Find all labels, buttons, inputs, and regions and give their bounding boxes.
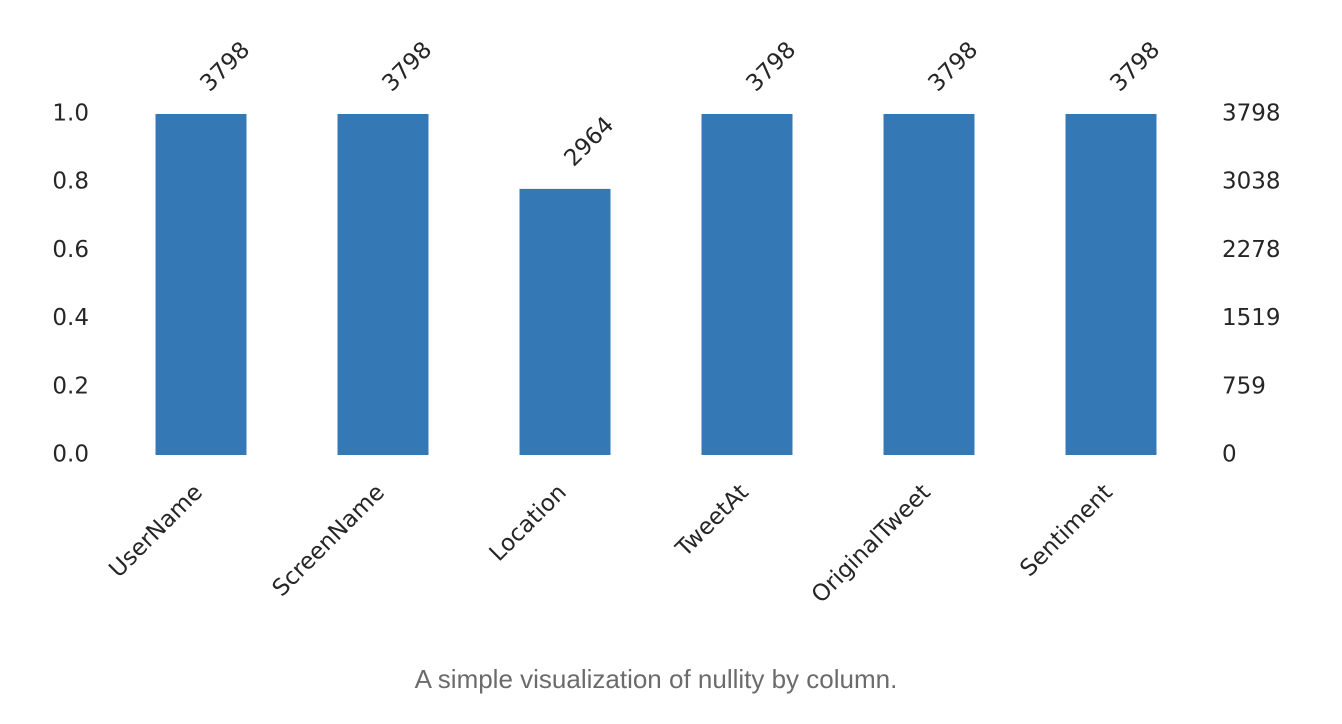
left-tick-label: 0.2	[52, 373, 89, 399]
count-label-OriginalTweet: 3798	[923, 37, 983, 97]
category-label-Location: Location	[485, 479, 572, 566]
right-tick-label: 759	[1222, 373, 1266, 399]
left-tick-label: 0.4	[52, 305, 89, 331]
bar-TweetAt	[701, 114, 793, 455]
category-label-TweetAt: TweetAt	[671, 479, 754, 562]
left-tick-label: 0.6	[52, 237, 89, 263]
bar-OriginalTweet	[883, 114, 975, 455]
count-label-UserName: 3798	[195, 37, 255, 97]
bar-Sentiment	[1065, 114, 1157, 455]
count-label-Location: 2964	[559, 112, 619, 172]
left-tick-label: 1.0	[52, 101, 89, 127]
category-labels: UserName ScreenName Location TweetAt Origina…	[104, 479, 1117, 608]
category-label-ScreenName: ScreenName	[268, 479, 390, 601]
chart-caption: A simple visualization of nullity by col…	[414, 664, 898, 694]
right-tick-label: 3038	[1222, 169, 1281, 195]
category-label-Sentiment: Sentiment	[1015, 479, 1117, 581]
bar-ScreenName	[337, 114, 429, 455]
right-tick-label: 3798	[1222, 101, 1281, 127]
bar-UserName	[155, 114, 247, 455]
count-label-ScreenName: 3798	[377, 37, 437, 97]
bar-Location	[519, 188, 611, 455]
nullity-bar-chart: 0.00.20.40.60.81.0 07591519227830383798 …	[52, 37, 1281, 608]
left-tick-label: 0.8	[52, 169, 89, 195]
right-axis: 0 759 1519 2278 3038 3798	[1222, 101, 1281, 468]
right-tick-label: 1519	[1222, 305, 1281, 331]
left-axis: 0.0 0.2 0.4 0.6 0.8 1.0	[52, 101, 89, 468]
category-label-UserName: UserName	[104, 479, 207, 582]
count-label-TweetAt: 3798	[741, 37, 801, 97]
right-tick-label: 0	[1222, 442, 1237, 468]
right-tick-label: 2278	[1222, 237, 1281, 263]
count-label-Sentiment: 3798	[1105, 37, 1165, 97]
bars	[155, 114, 1157, 455]
left-tick-label: 0.0	[52, 442, 89, 468]
category-label-OriginalTweet: OriginalTweet	[807, 479, 936, 608]
